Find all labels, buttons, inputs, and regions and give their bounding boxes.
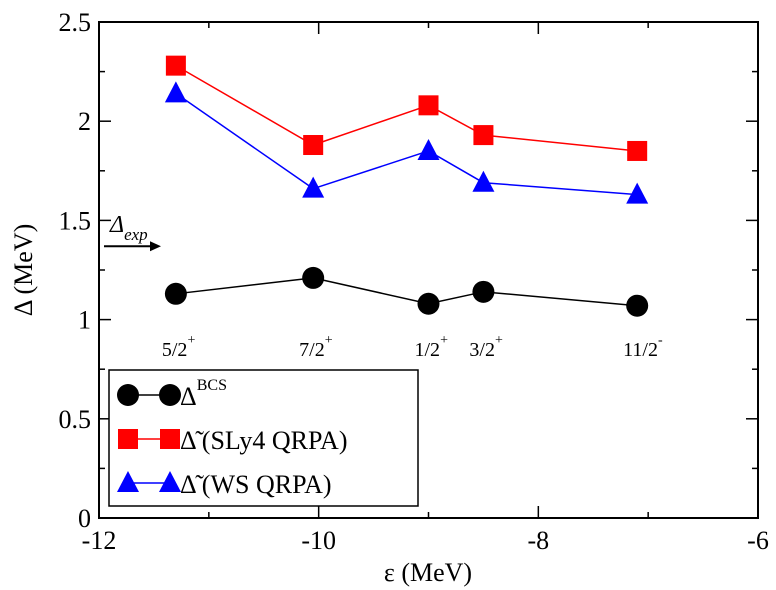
y-tick-label: 1 [78,306,91,335]
state-label: 1/2+ [415,333,449,361]
series-line [175,277,638,307]
y-tick-label: 0 [78,504,91,533]
y-tick-label: 1.5 [59,206,92,235]
state-annotations: 5/2+ 7/2+ 1/2+ 3/2+ 11/2- [162,333,663,361]
data-point [417,138,440,160]
state-label: 5/2+ [162,333,196,361]
x-tick-labels: -12 -10 -8 -6 [82,526,769,555]
data-point [626,182,649,204]
data-point [626,294,649,317]
delta-exp-label: Δexp [109,212,148,244]
y-tick-labels: 0 0.5 1 1.5 2 2.5 [59,8,92,533]
state-label: 3/2+ [469,333,503,361]
legend-marker [117,471,139,492]
series-line [175,64,638,152]
data-point [417,292,440,315]
legend: ΔBCS Δ̃ (SLy4 QRPA) Δ̃ (WS QRPA) [108,369,419,507]
legend-marker [159,471,181,492]
legend-marker [159,384,181,406]
data-point [472,280,495,303]
delta-exp-annotation: Δexp [104,212,161,252]
data-point [627,140,648,161]
data-point [472,170,495,192]
state-label: 11/2- [623,333,663,361]
y-tick-label: 2.5 [59,8,92,37]
legend-marker [117,384,139,406]
x-tick-label: -6 [747,526,769,555]
data-point [303,135,324,156]
legend-label: ΔBCS [180,377,227,411]
y-axis-label: Δ (MeV) [9,224,38,317]
series-2 [164,81,649,204]
legend-entry: ΔBCS [117,377,227,411]
state-label: 7/2+ [299,333,333,361]
legend-entries: ΔBCS Δ̃ (SLy4 QRPA) Δ̃ (WS QRPA) [117,377,348,499]
legend-entry: Δ̃ (WS QRPA) [117,470,332,499]
series-1 [165,55,648,161]
y-tick-label: 2 [78,107,91,136]
data-point [164,81,187,103]
delta-exp-arrowhead [150,241,161,252]
legend-label: Δ̃ (WS QRPA) [180,470,332,499]
x-tick-label: -10 [301,526,336,555]
x-tick-label: -12 [82,526,117,555]
legend-marker [118,429,138,449]
axis-ticks [98,21,759,519]
data-point [473,125,494,146]
series-group [164,55,649,317]
data-point [302,266,325,289]
y-tick-label: 0.5 [59,405,92,434]
data-point [302,176,325,198]
legend-marker [160,429,180,449]
legend-entry: Δ̃ (SLy4 QRPA) [118,426,348,455]
x-tick-label: -8 [527,526,549,555]
x-axis-label: ε (MeV) [384,558,472,587]
data-point [418,95,439,116]
legend-label: Δ̃ (SLy4 QRPA) [180,426,348,455]
data-point [165,55,186,76]
series-0 [164,266,649,317]
data-point [164,282,187,305]
